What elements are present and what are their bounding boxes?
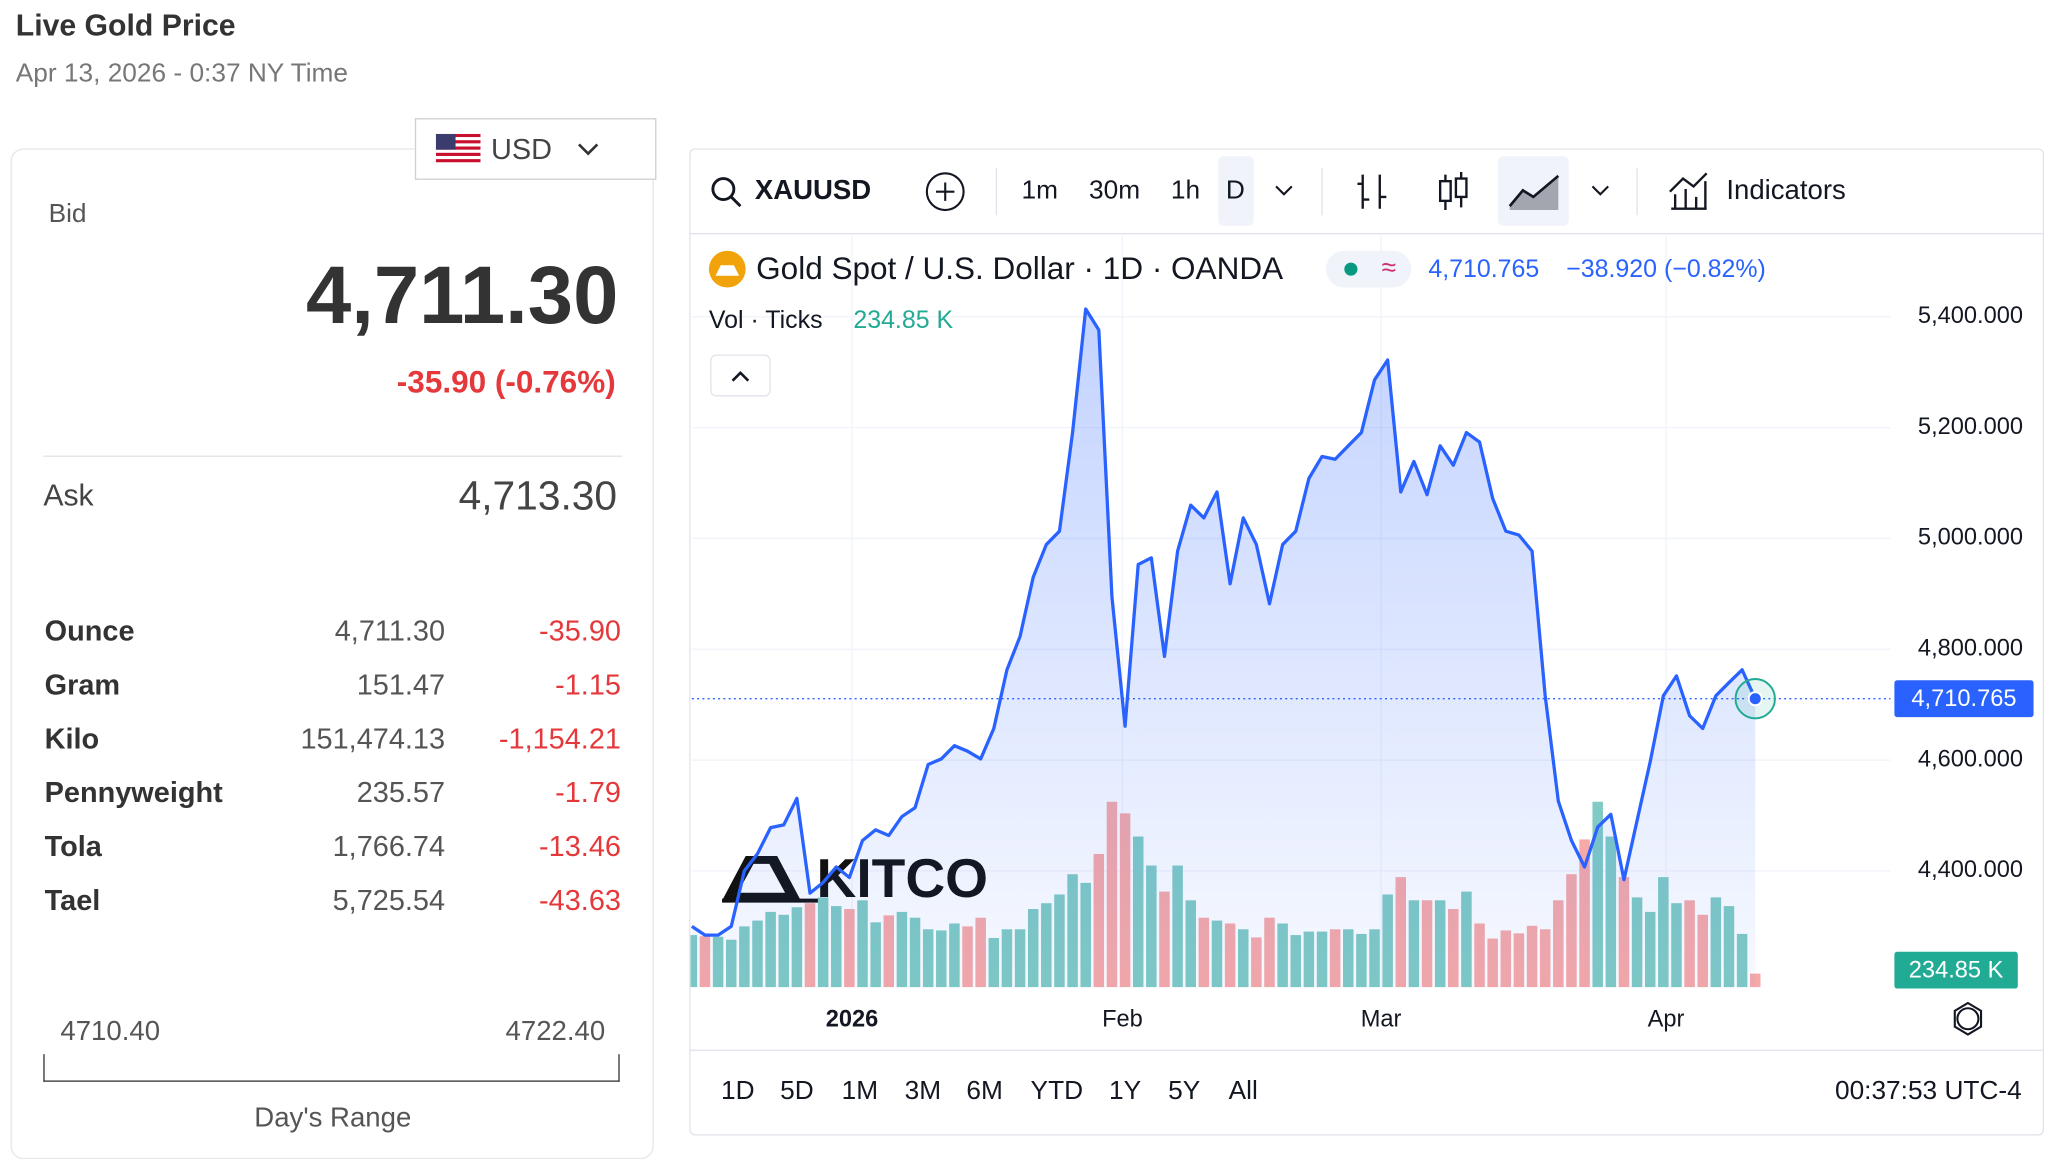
range-button[interactable]: 1Y — [1109, 1075, 1141, 1105]
unit-name: Ounce — [44, 614, 135, 648]
y-tick-label: 5,200.000 — [1918, 414, 2023, 440]
range-button[interactable]: YTD — [1031, 1075, 1084, 1105]
symbol[interactable]: XAUUSD — [755, 174, 871, 205]
collapse-icon — [731, 370, 750, 382]
unit-price: 235.57 — [356, 775, 446, 809]
status-pill[interactable] — [1325, 250, 1412, 288]
candles-icon — [1438, 179, 1452, 203]
market-status — [1344, 262, 1358, 276]
currency-label: USD — [490, 132, 552, 166]
search-icon — [730, 195, 742, 208]
compare-button[interactable] — [925, 172, 965, 212]
range-button[interactable]: 3M — [905, 1075, 941, 1105]
search-icon[interactable] — [711, 177, 736, 201]
range-button[interactable]: 1M — [842, 1075, 878, 1105]
range-button[interactable]: 5Y — [1168, 1075, 1200, 1105]
area-icon[interactable] — [1509, 175, 1559, 211]
unit-change: -1.15 — [555, 668, 621, 702]
area — [691, 309, 1756, 988]
unit-price: 151,474.13 — [300, 722, 446, 755]
series-title: Gold Spot / U.S. Dollar · 1D · OANDA — [756, 250, 1283, 286]
page-title: Live Gold Price — [15, 7, 236, 43]
range-button[interactable]: 6M — [966, 1075, 1002, 1105]
last-value: 4,710.765 — [1428, 255, 1539, 283]
x-tick-label: Apr — [1648, 1006, 1685, 1032]
bid-price: 4,711.30 — [305, 250, 619, 342]
range-button[interactable]: 1D — [721, 1075, 755, 1105]
active-interval-bg — [1218, 156, 1254, 226]
unit-change: -1.79 — [555, 775, 621, 809]
candles-icon — [1454, 177, 1468, 199]
unit-change: -13.46 — [539, 829, 621, 863]
status-icon: ≈ — [1382, 252, 1396, 282]
range-button[interactable]: All — [1229, 1075, 1258, 1105]
unit-price: 151.47 — [356, 668, 446, 702]
indicators-icon[interactable] — [1669, 172, 1708, 210]
range-low: 4710.40 — [60, 1016, 161, 1047]
chevron-icon — [578, 143, 599, 156]
plot-area: 4,400.000 4,600.000 4,800.000 5,000.000 5,20… — [690, 233, 2034, 1032]
ask-price: 4,713.30 — [458, 472, 618, 519]
range-bracket — [43, 1054, 620, 1082]
interval-button[interactable]: 1m — [1022, 175, 1058, 205]
symbol-logo — [715, 265, 740, 276]
unit-name: Gram — [44, 668, 121, 702]
range-button[interactable]: 5D — [780, 1075, 814, 1105]
area-icon — [1508, 174, 1560, 207]
active-style-bg — [1497, 156, 1569, 226]
bid-label: Bid — [48, 199, 87, 229]
y-tick-label: 4,600.000 — [1918, 746, 2023, 772]
last-price-label: 4,710.765 — [1911, 686, 2016, 712]
unit-change: -1,154.21 — [498, 722, 621, 755]
y-tick-label: 5,000.000 — [1918, 525, 2023, 551]
indicators-button[interactable]: Indicators — [1726, 174, 1845, 205]
last-change: −38.920 (−0.82%) — [1566, 255, 1766, 283]
plus-icon — [936, 182, 955, 201]
unit-name: Kilo — [44, 722, 100, 755]
unit-name: Pennyweight — [44, 775, 223, 809]
bid-change: -35.90 (-0.76%) — [396, 364, 616, 401]
y-tick-label: 5,400.000 — [1918, 303, 2023, 329]
volume-label: Vol · Ticks — [709, 306, 823, 334]
toolbar: XAUUSD Indicators Gold Spot / U.S. Dolla… — [708, 156, 2022, 1105]
interval-button[interactable]: 1h — [1171, 175, 1200, 205]
volume-value: 234.85 K — [853, 306, 953, 334]
currency-select[interactable]: USD — [414, 118, 657, 180]
x-tick-label: Feb — [1102, 1006, 1143, 1032]
unit-price: 1,766.74 — [332, 829, 446, 863]
page-subtitle: Apr 13, 2026 - 0:37 NY Time — [15, 59, 349, 88]
price-line — [690, 307, 1757, 937]
x-tick-label: 2026 — [826, 1006, 879, 1032]
bars-icon[interactable] — [1357, 174, 1387, 209]
last-price-badge — [1894, 680, 2034, 718]
range-high: 4722.40 — [505, 1016, 606, 1047]
volume-badge — [1894, 951, 2018, 989]
collapse-button[interactable] — [710, 354, 771, 397]
unit-name: Tael — [44, 883, 101, 917]
x-tick-label: Mar — [1361, 1006, 1402, 1032]
divider — [43, 455, 623, 457]
settings-icon — [1953, 1001, 1983, 1036]
interval-button[interactable]: D — [1226, 175, 1245, 205]
unit-price: 5,725.54 — [332, 883, 446, 917]
chevron-icon[interactable] — [1591, 185, 1609, 196]
unit-change: -43.63 — [539, 883, 621, 917]
flag-icon — [435, 133, 481, 166]
settings-icon[interactable] — [1956, 1007, 1980, 1031]
unit-price: 4,711.30 — [334, 614, 446, 648]
interval-button[interactable]: 30m — [1089, 175, 1140, 205]
last-point — [1747, 691, 1763, 707]
y-tick-label: 4,800.000 — [1918, 635, 2023, 661]
unit-change: -35.90 — [539, 614, 621, 648]
unit-name: Tola — [44, 829, 102, 863]
y-tick-label: 4,400.000 — [1918, 857, 2023, 883]
chevron-icon[interactable] — [1275, 185, 1293, 196]
ask-label: Ask — [43, 477, 94, 512]
volume-badge-label: 234.85 K — [1909, 958, 2004, 984]
range-caption: Day's Range — [254, 1102, 412, 1133]
clock: 00:37:53 UTC-4 — [1835, 1075, 2022, 1105]
